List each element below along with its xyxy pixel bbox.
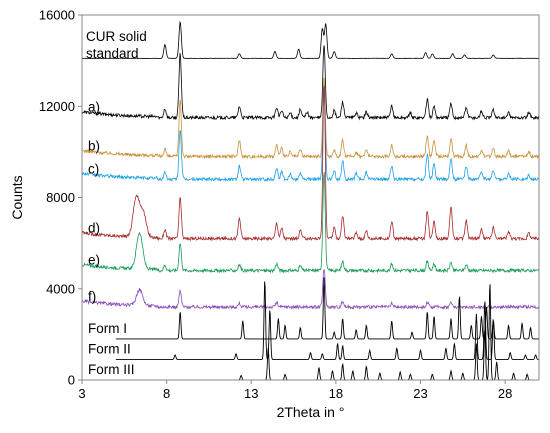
series-label-group: CUR solid standard a) b) c) d) e) f) Form I Form … — [86, 29, 147, 377]
series-line-6 — [81, 269, 540, 310]
series-label-0-line-1: standard — [86, 46, 139, 61]
x-axis: 3 8 13 18 23 28 — [78, 380, 512, 401]
y-axis: 0 4000 8000 12000 16000 — [39, 8, 82, 388]
series-line-4 — [81, 85, 540, 242]
y-tick-label-3: 12000 — [39, 99, 75, 114]
x-tick-label-2: 13 — [244, 386, 258, 401]
series-label-1: a) — [88, 100, 100, 115]
series-label-9: Form III — [88, 362, 135, 377]
x-tick-label-3: 18 — [329, 386, 343, 401]
series-label-7: Form I — [88, 321, 127, 336]
series-line-2 — [81, 77, 540, 160]
series-line-7 — [115, 277, 539, 340]
series-label-8: Form II — [88, 341, 131, 356]
x-tick-label-4: 23 — [413, 386, 427, 401]
series-line-5 — [81, 172, 540, 274]
x-tick-label-0: 3 — [78, 386, 85, 401]
y-tick-label-1: 4000 — [46, 281, 75, 296]
y-tick-label-4: 16000 — [39, 8, 75, 23]
series-label-3: c) — [88, 161, 99, 176]
series-label-6: f) — [88, 289, 96, 304]
y-tick-label-2: 8000 — [46, 190, 75, 205]
series-label-4: d) — [88, 221, 100, 236]
series-label-0-line-0: CUR solid — [86, 29, 147, 44]
series-line-3 — [81, 84, 540, 183]
series-line-8 — [115, 281, 539, 360]
x-tick-label-5: 28 — [498, 386, 512, 401]
x-tick-label-1: 8 — [163, 386, 170, 401]
series-group — [81, 20, 540, 381]
series-label-2: b) — [88, 138, 100, 153]
x-axis-title: 2Theta in ° — [277, 404, 345, 420]
series-line-0 — [81, 20, 540, 59]
y-tick-label-0: 0 — [68, 373, 75, 388]
series-label-5: e) — [88, 253, 100, 268]
series-line-1 — [81, 45, 540, 121]
plot-area-frame — [81, 14, 540, 381]
y-axis-title: Counts — [9, 175, 25, 219]
